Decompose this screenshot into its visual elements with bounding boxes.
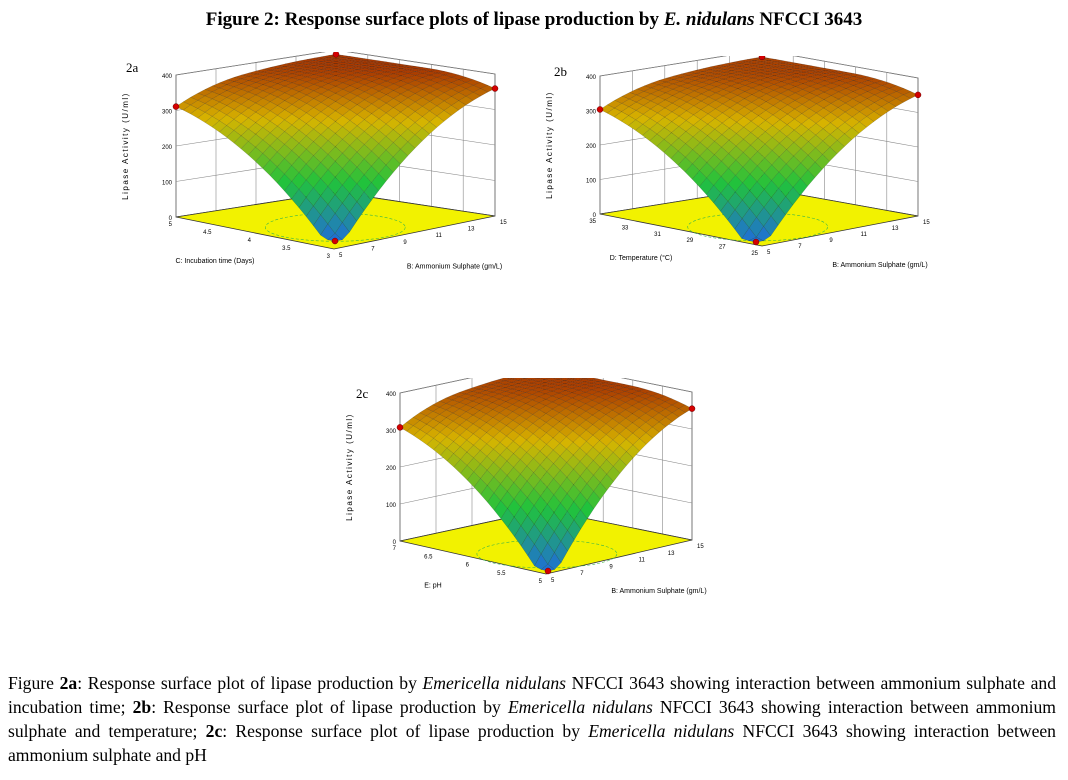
y-tick-label: 27: [719, 245, 726, 251]
z-tick-label: 200: [162, 145, 173, 151]
design-point: [544, 567, 552, 575]
x-tick-label: 13: [468, 227, 475, 233]
x-tick-label: 15: [697, 544, 704, 550]
x-tick-label: 13: [668, 551, 675, 557]
z-tick-label: 100: [386, 503, 397, 509]
x-tick-label: 11: [436, 233, 443, 239]
y-tick-label: 3: [327, 254, 331, 260]
caption-species: Emericella nidulans: [422, 673, 567, 693]
z-tick-label: 0: [593, 213, 597, 219]
panel-label: 2c: [356, 386, 369, 401]
x-tick-label: 9: [403, 240, 407, 246]
z-axis-title: Lipase Activity (U/ml): [121, 92, 130, 200]
design-point: [491, 85, 499, 92]
figure-title: Figure 2: Response surface plots of lipa…: [205, 9, 863, 30]
surface-plot-2a-svg: 2a 0 100 200 300 400 Lipase Activity (U/ml) 3 3.…: [121, 52, 507, 271]
z-axis-title: Lipase Activity (U/ml): [545, 91, 554, 199]
x-tick-label: 13: [892, 226, 899, 232]
design-point: [172, 103, 180, 110]
caption-ref-2c: 2c: [205, 721, 223, 741]
y-tick-label: 5: [539, 579, 543, 585]
wall-gridline: [621, 378, 693, 393]
z-axis-title: Lipase Activity (U/ml): [345, 413, 354, 521]
x-tick-label: 7: [580, 571, 584, 577]
y-tick-label: 33: [622, 225, 629, 231]
design-point: [396, 424, 404, 431]
y-axis-title: C: Incubation time (Days): [176, 258, 255, 265]
wall-gridline: [793, 56, 919, 79]
y-tick-label: 31: [654, 232, 661, 238]
x-tick-label: 7: [798, 244, 802, 250]
design-point: [331, 237, 339, 245]
z-tick-label: 100: [162, 181, 173, 187]
design-point: [752, 238, 760, 246]
y-tick-label: 4.5: [203, 230, 212, 236]
response-surface: [399, 378, 693, 572]
wall-gridline: [347, 52, 496, 75]
z-tick-label: 300: [162, 110, 173, 116]
z-tick-label: 200: [586, 144, 597, 150]
x-tick-label: 9: [609, 564, 613, 570]
x-tick-label: 11: [861, 232, 868, 238]
z-tick-label: 0: [169, 216, 173, 222]
design-point: [596, 106, 604, 113]
wall-gridline: [599, 56, 727, 77]
y-axis-title: E: pH: [424, 583, 442, 590]
y-tick-label: 6.5: [424, 554, 433, 560]
y-tick-label: 7: [393, 546, 397, 552]
x-tick-label: 9: [829, 238, 833, 244]
caption-ref-2a: 2a: [59, 673, 78, 693]
z-tick-label: 400: [162, 74, 173, 80]
response-surface: [599, 56, 919, 243]
y-tick-label: 35: [589, 219, 596, 225]
y-tick-label: 5.5: [497, 571, 506, 577]
y-tick-label: 6: [466, 563, 470, 569]
figure-caption: Figure 2a: Response surface plot of lipa…: [8, 673, 1057, 765]
y-tick-label: 25: [751, 251, 758, 257]
caption-species: Emericella nidulans: [588, 721, 735, 741]
plot-2a: 2a 0 100 200 300 400 Lipase Activity (U/ml) 3 3.…: [108, 52, 528, 348]
design-point: [332, 52, 340, 58]
z-tick-label: 200: [386, 466, 397, 472]
z-tick-label: 400: [386, 392, 397, 398]
wall-gridline: [399, 378, 472, 394]
figure-title-species: E. nidulans: [663, 9, 755, 30]
x-tick-label: 5: [551, 578, 555, 584]
x-tick-label: 11: [639, 558, 646, 564]
surface-plot-2c-svg: 2c 0 100 200 300 400 Lipase Activity (U/ml) 5 5.…: [345, 378, 707, 595]
x-tick-label: 5: [767, 250, 771, 256]
z-tick-label: 100: [586, 179, 597, 185]
x-tick-label: 15: [923, 220, 930, 226]
response-surface: [175, 54, 496, 242]
z-tick-label: 300: [586, 110, 597, 116]
x-axis-title: B: Ammonium Sulphate (gm/L): [407, 264, 502, 271]
y-tick-label: 29: [687, 238, 694, 244]
caption-ref-2b: 2b: [132, 697, 152, 717]
design-point: [758, 56, 766, 61]
plot-2c: 2c 0 100 200 300 400 Lipase Activity (U/ml) 5 5.…: [338, 378, 726, 668]
y-tick-label: 4: [248, 238, 252, 244]
panel-label: 2b: [554, 64, 567, 79]
y-axis-title: D: Temperature (°C): [610, 254, 673, 262]
design-point: [914, 91, 922, 99]
caption-species: Emericella nidulans: [507, 697, 653, 717]
x-tick-label: 5: [339, 253, 343, 259]
x-tick-label: 15: [500, 220, 507, 226]
z-tick-label: 400: [586, 75, 597, 81]
plot-2b: 2b 0 100 200 300 400 Lipase Activity (U/ml) 25 2…: [536, 56, 956, 352]
y-tick-label: 5: [169, 222, 173, 228]
x-axis-title: B: Ammonium Sulphate (gm/L): [832, 262, 927, 269]
z-tick-label: 0: [393, 540, 397, 546]
y-tick-label: 3.5: [282, 246, 291, 252]
x-tick-label: 7: [371, 246, 375, 252]
panel-label: 2a: [126, 60, 139, 75]
x-axis-title: B: Ammonium Sulphate (gm/L): [611, 588, 706, 595]
z-tick-label: 300: [386, 429, 397, 435]
design-point: [688, 405, 696, 412]
surface-plot-2b-svg: 2b 0 100 200 300 400 Lipase Activity (U/ml) 25 2…: [545, 56, 930, 269]
